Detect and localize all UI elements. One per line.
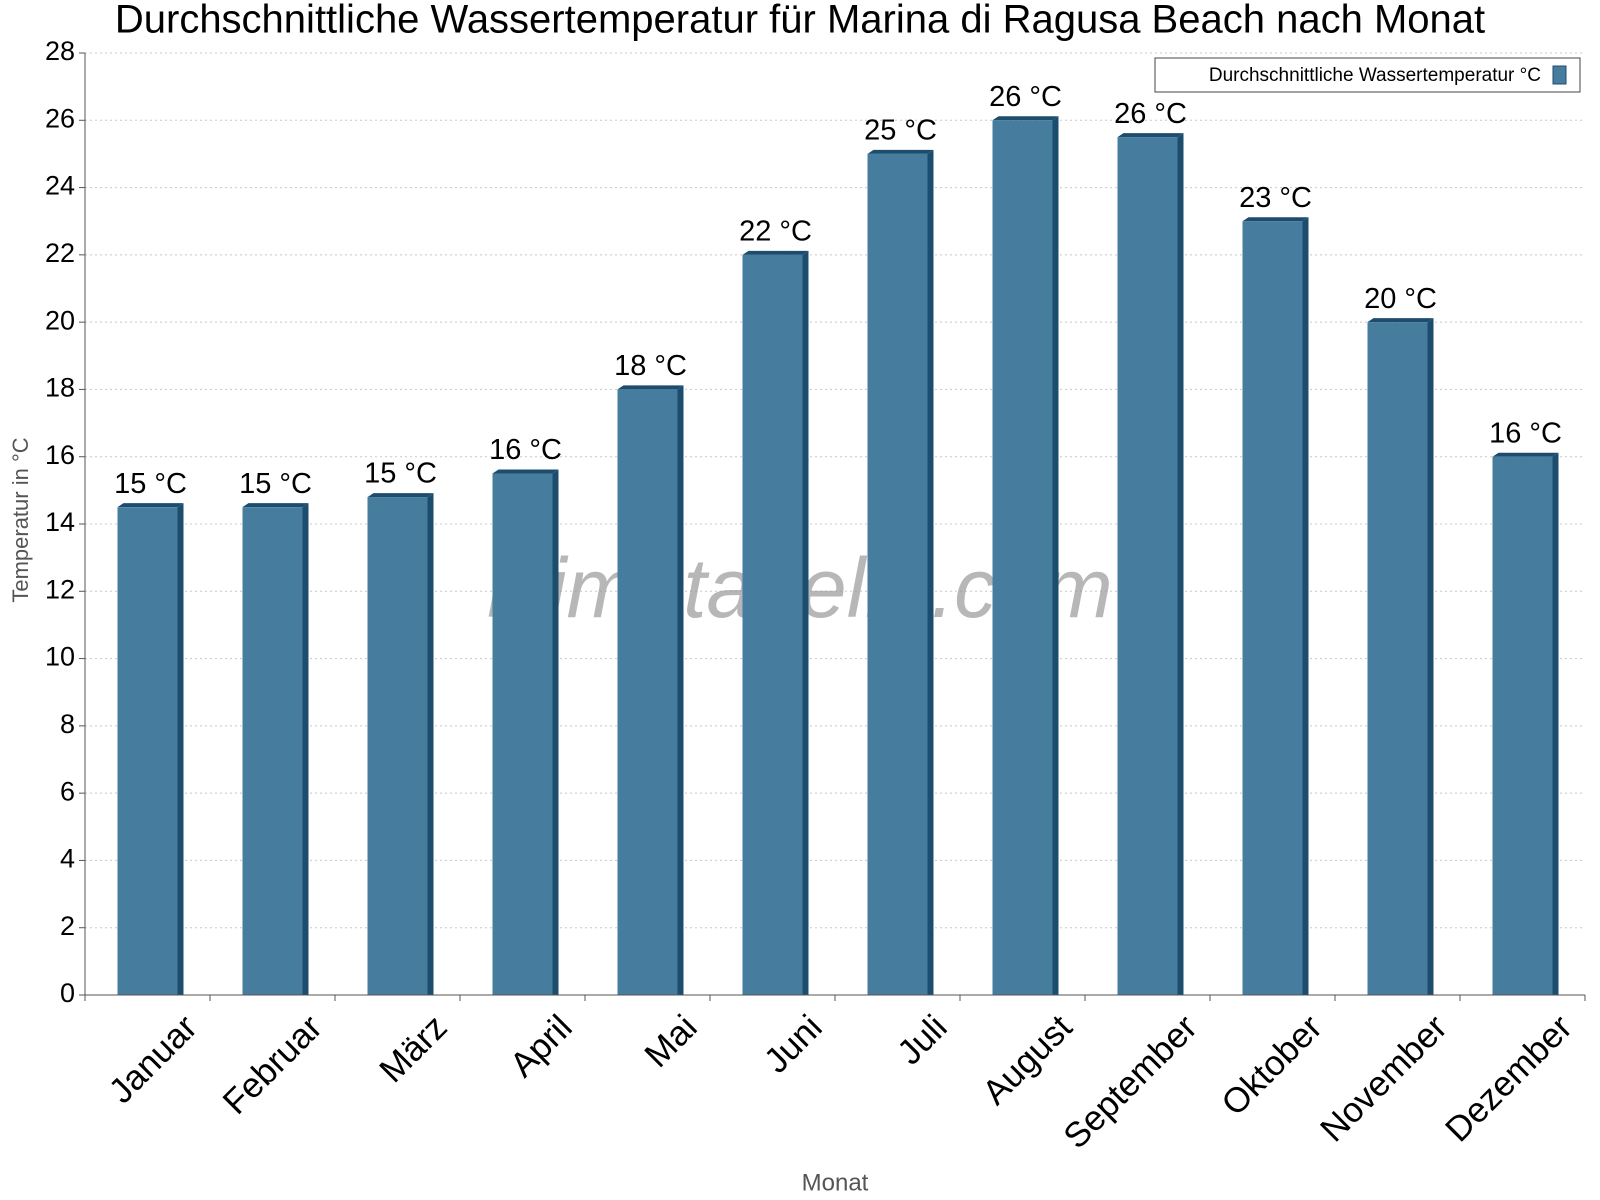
data-label: 18 °C xyxy=(614,350,687,382)
y-tick-label: 16 xyxy=(45,440,75,470)
data-label: 15 °C xyxy=(364,458,437,490)
y-tick-label: 14 xyxy=(45,507,75,537)
bar-top xyxy=(492,469,559,474)
y-tick-label: 6 xyxy=(60,776,75,806)
bar xyxy=(1117,137,1178,995)
x-tick-label: Oktober xyxy=(1214,1007,1330,1123)
bar-side xyxy=(1552,452,1559,995)
bar-group xyxy=(742,250,809,995)
bar-side xyxy=(802,250,809,995)
x-tick-label: Januar xyxy=(101,1007,204,1110)
bar-group xyxy=(1242,217,1309,995)
chart-title: Durchschnittliche Wassertemperatur für M… xyxy=(115,0,1485,42)
bar-top xyxy=(992,116,1059,121)
bar-group xyxy=(1492,452,1559,995)
bar-side xyxy=(677,385,684,995)
y-tick-label: 10 xyxy=(45,642,75,672)
bar-side xyxy=(1052,116,1059,996)
bar-group xyxy=(117,503,184,995)
legend-label: Durchschnittliche Wassertemperatur °C xyxy=(1209,65,1541,86)
bar-top xyxy=(1242,217,1309,222)
x-tick-label: November xyxy=(1313,1007,1455,1149)
y-tick-label: 2 xyxy=(60,911,75,941)
x-tick-label: Februar xyxy=(215,1007,329,1121)
bar xyxy=(1367,322,1428,996)
data-label: 25 °C xyxy=(864,115,937,147)
bar-group xyxy=(617,385,684,995)
bar-side xyxy=(427,493,434,995)
bar-top xyxy=(742,250,809,255)
y-tick-label: 24 xyxy=(45,171,75,201)
x-axis-label: Monat xyxy=(802,1169,869,1196)
legend-box xyxy=(1154,57,1581,93)
bar-group xyxy=(992,116,1059,996)
bar-side xyxy=(1177,133,1184,995)
y-tick-label: 8 xyxy=(60,709,75,739)
legend-swatch xyxy=(1552,65,1567,85)
bar-top xyxy=(117,503,184,508)
bar xyxy=(492,473,553,995)
data-label: 20 °C xyxy=(1364,283,1437,315)
bar-group xyxy=(1117,133,1184,995)
x-tick-label: Dezember xyxy=(1438,1007,1580,1149)
data-label: 23 °C xyxy=(1239,182,1312,214)
bar-group xyxy=(1367,318,1434,996)
bar-group xyxy=(367,493,434,995)
bar-top xyxy=(367,493,434,498)
bar-side xyxy=(927,149,934,995)
bar-group xyxy=(242,503,309,995)
x-tick-label: September xyxy=(1056,1007,1205,1156)
bar xyxy=(617,389,678,995)
data-label: 22 °C xyxy=(739,216,812,248)
bar-side xyxy=(302,503,309,995)
y-tick-label: 0 xyxy=(60,978,75,1008)
bar-group xyxy=(867,149,934,995)
bar-top xyxy=(242,503,309,508)
x-tick-label: März xyxy=(372,1008,455,1091)
bar-side xyxy=(1302,217,1309,995)
bar-top xyxy=(1492,452,1559,457)
bar-side xyxy=(552,469,559,995)
y-axis-label: Temperatur in °C xyxy=(8,437,33,602)
bar-side xyxy=(177,503,184,995)
y-tick-label: 28 xyxy=(45,36,75,66)
data-label: 15 °C xyxy=(239,468,312,500)
data-label: 16 °C xyxy=(1489,417,1562,449)
bar xyxy=(742,254,803,995)
y-tick-label: 18 xyxy=(45,373,75,403)
bar xyxy=(1242,221,1303,995)
bar xyxy=(367,497,428,995)
bar xyxy=(867,153,928,995)
data-label: 15 °C xyxy=(114,468,187,500)
bar-top xyxy=(1367,318,1434,323)
bar-top xyxy=(867,149,934,154)
x-tick-label: Juli xyxy=(890,1008,955,1073)
bar xyxy=(242,507,303,995)
bar-group xyxy=(492,469,559,995)
x-tick-label: August xyxy=(975,1007,1080,1112)
data-label: 16 °C xyxy=(489,434,562,466)
bar xyxy=(992,120,1053,996)
y-tick-label: 20 xyxy=(45,305,75,335)
y-tick-label: 26 xyxy=(45,103,75,133)
y-tick-label: 4 xyxy=(60,844,75,874)
bar-side xyxy=(1427,318,1434,996)
data-label: 26 °C xyxy=(989,81,1062,113)
bar xyxy=(117,507,178,995)
data-label: 26 °C xyxy=(1114,98,1187,130)
y-tick-label: 22 xyxy=(45,238,75,268)
x-tick-label: April xyxy=(503,1008,580,1085)
x-tick-label: Mai xyxy=(637,1008,704,1075)
y-tick-label: 12 xyxy=(45,574,75,604)
bar xyxy=(1492,456,1553,995)
bar-top xyxy=(1117,133,1184,138)
bar-top xyxy=(617,385,684,390)
x-tick-label: Juni xyxy=(757,1008,830,1081)
